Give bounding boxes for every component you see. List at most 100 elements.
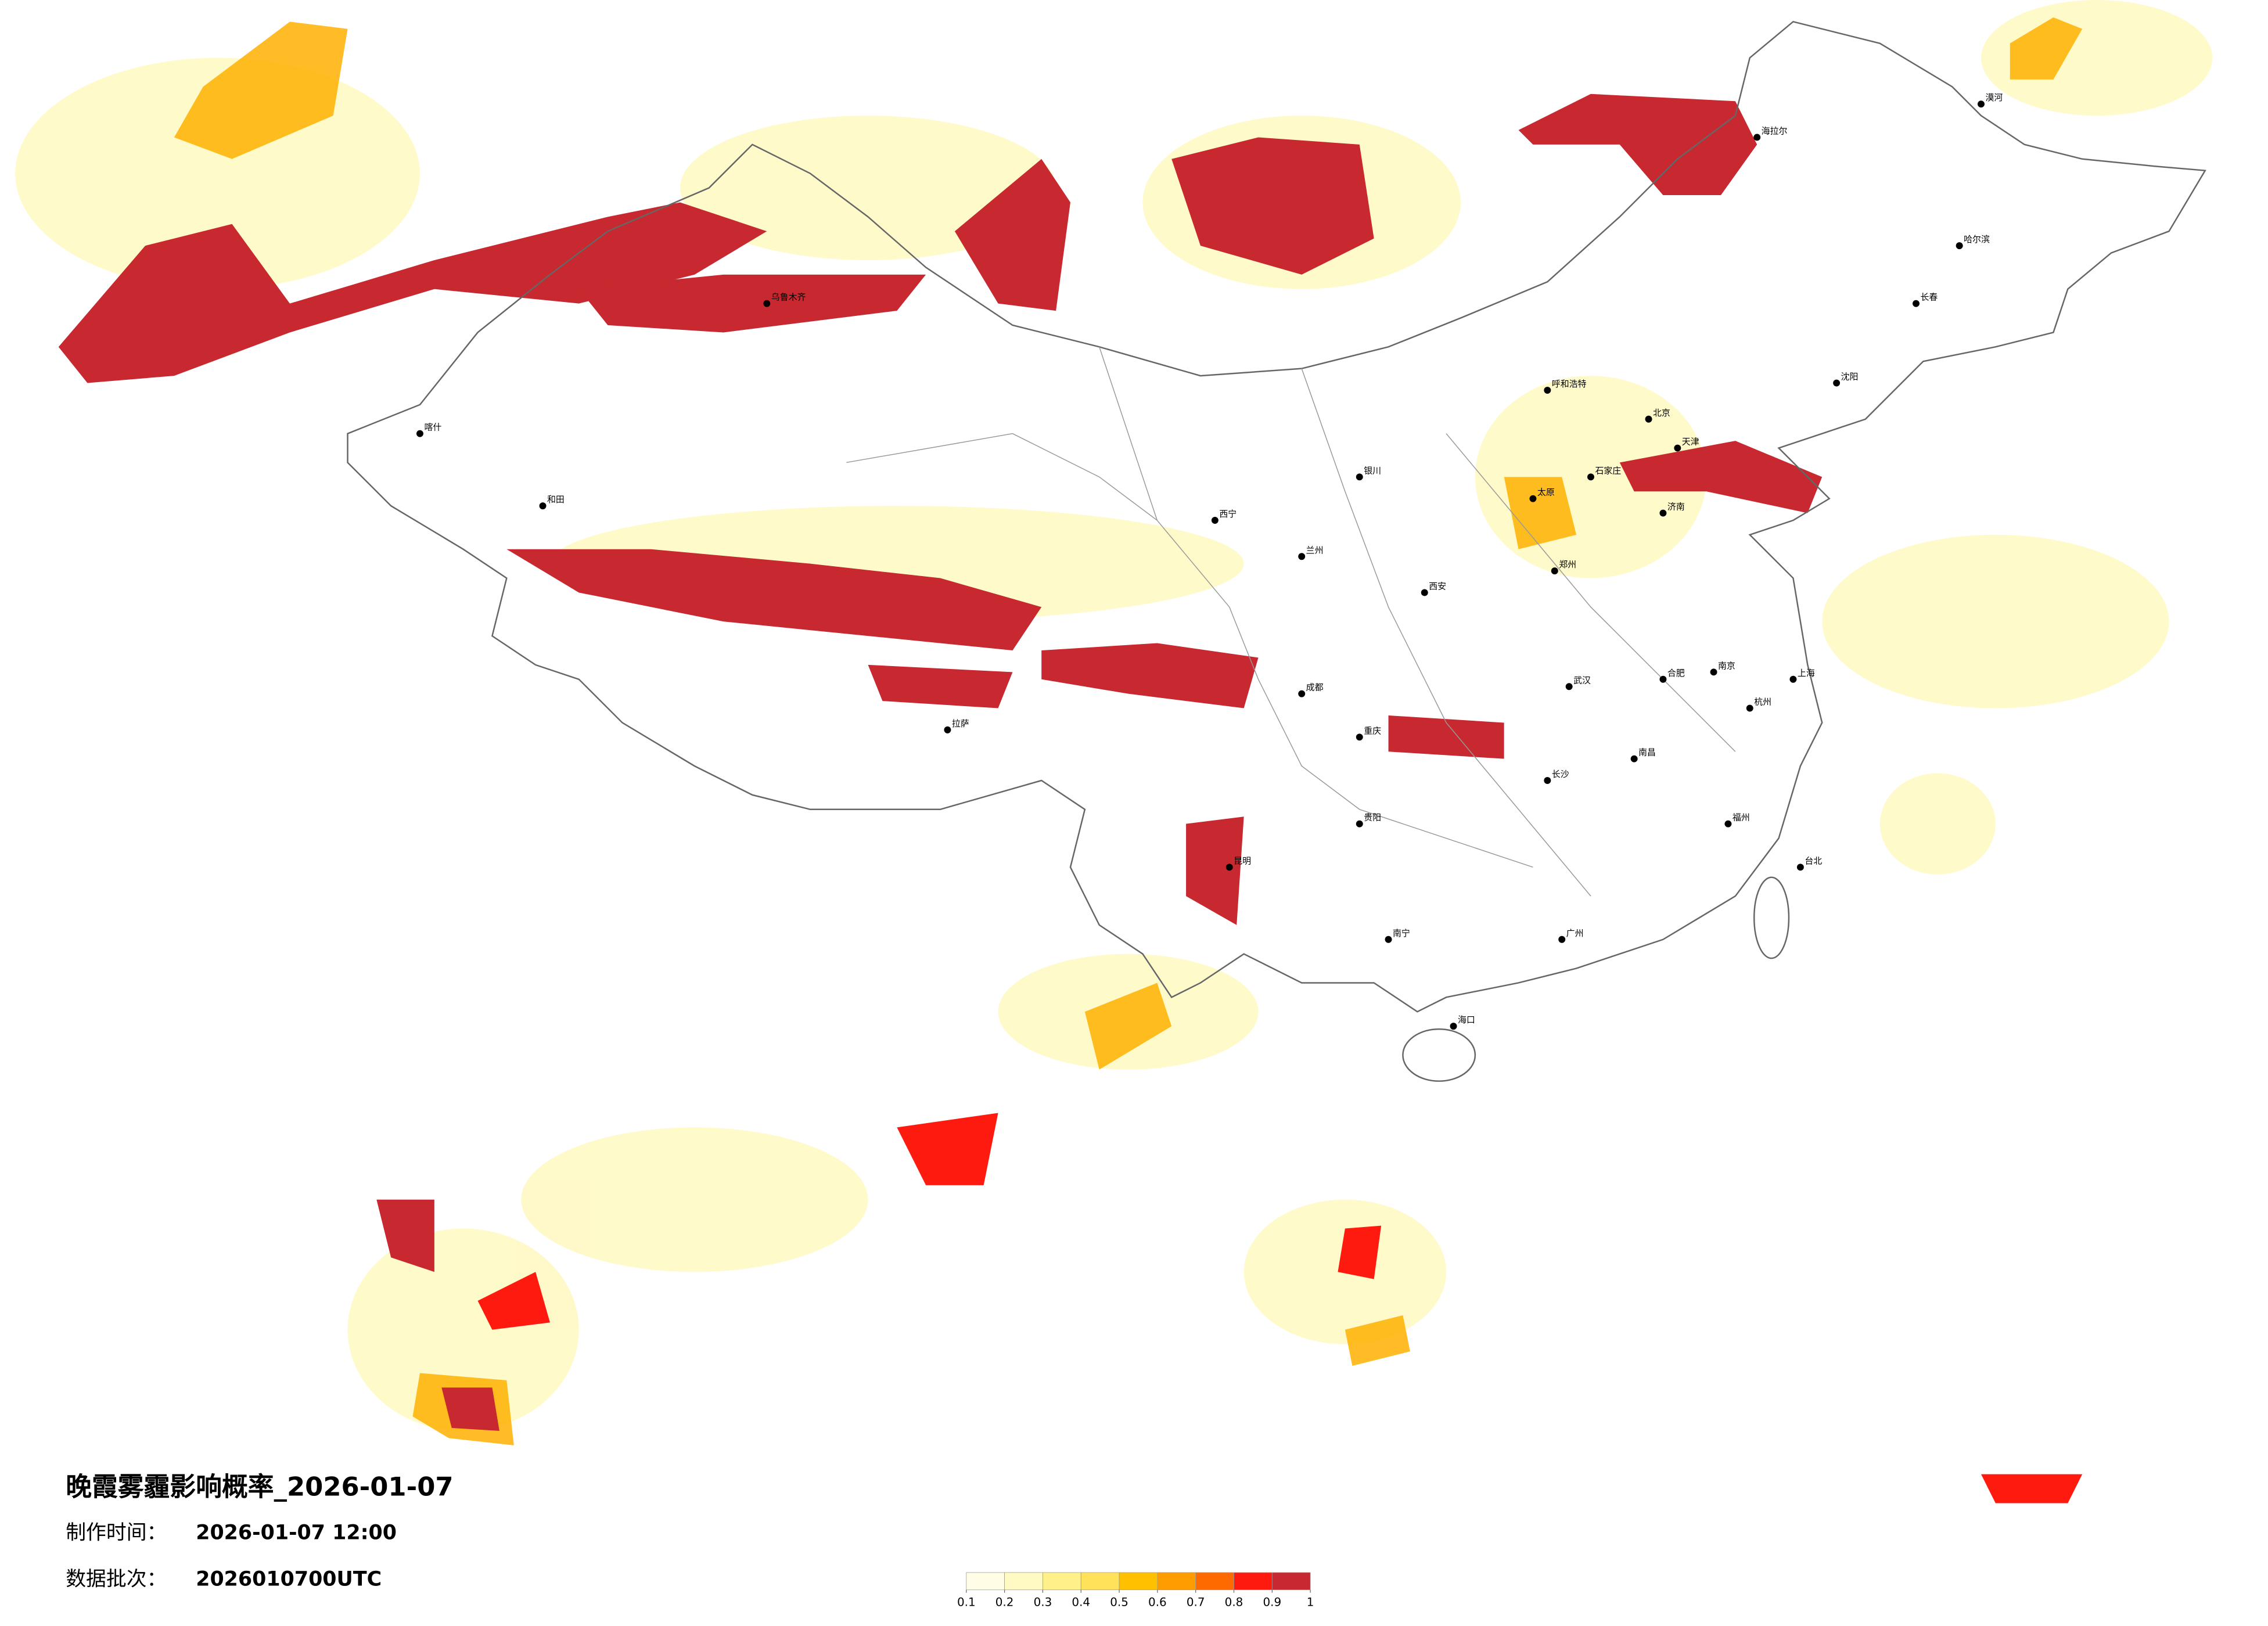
city-dot [1796, 864, 1804, 871]
batch-label: 数据批次： [66, 1567, 167, 1591]
city-dot [1225, 864, 1233, 871]
colorbar-tick-label: 0.8 [1225, 1596, 1243, 1609]
city-label: 北京 [1653, 408, 1670, 418]
colorbar-tick-label: 0.7 [1187, 1596, 1205, 1609]
city-dot [1978, 100, 1985, 108]
city-label: 太原 [1537, 487, 1555, 498]
city-label: 合肥 [1667, 668, 1685, 678]
city-label: 昆明 [1234, 855, 1251, 866]
colorbar-cell [1157, 1572, 1196, 1591]
city-dot [1753, 134, 1761, 141]
city-label: 南昌 [1638, 747, 1656, 758]
colorbar-cell [1080, 1572, 1120, 1591]
city-dot [1544, 387, 1551, 394]
colorbar-cell [1271, 1572, 1311, 1591]
made-time-label: 制作时间： [66, 1521, 167, 1545]
city-dot [539, 502, 547, 510]
city-dot [1956, 242, 1963, 250]
colorbar-tick-label: 0.3 [1034, 1596, 1052, 1609]
city-dot [763, 300, 771, 307]
city-label: 哈尔滨 [1964, 234, 1990, 244]
city-label: 西安 [1429, 581, 1446, 591]
city-dot [1587, 473, 1594, 481]
city-dot [1356, 733, 1363, 741]
city-label: 和田 [547, 494, 565, 505]
haze-light [15, 0, 2213, 1431]
colorbar-tick-label: 0.2 [995, 1596, 1014, 1609]
colorbar-tick-label: 0.4 [1072, 1596, 1090, 1609]
city-label: 漠河 [1985, 92, 2003, 103]
batch-value: 2026010700UTC [196, 1567, 382, 1591]
city-label: 兰州 [1306, 545, 1324, 555]
city-dot [1298, 690, 1306, 697]
city-label: 杭州 [1754, 697, 1771, 707]
city-dot [1211, 517, 1219, 524]
city-label: 台北 [1805, 855, 1822, 866]
city-dot [1674, 444, 1681, 452]
colorbar-cell [1119, 1572, 1158, 1591]
hainan-border [1402, 1028, 1476, 1082]
city-dot [1789, 675, 1797, 683]
made-time-value: 2026-01-07 12:00 [196, 1521, 397, 1545]
city-dot [1659, 675, 1667, 683]
city-label: 石家庄 [1595, 465, 1621, 476]
colorbar-tick-label: 0.6 [1148, 1596, 1167, 1609]
city-dot [1630, 755, 1638, 762]
city-label: 郑州 [1559, 559, 1576, 570]
country-border [347, 20, 2206, 1013]
city-label: 乌鲁木齐 [771, 292, 806, 303]
haze-red [477, 1113, 2083, 1503]
city-label: 天津 [1682, 437, 1699, 447]
city-label: 喀什 [424, 422, 441, 433]
city-label: 福州 [1733, 812, 1750, 823]
colorbar-tick-label: 1 [1307, 1596, 1314, 1609]
city-label: 拉萨 [952, 718, 969, 729]
city-label: 长沙 [1552, 769, 1569, 779]
city-label: 广州 [1566, 928, 1584, 938]
city-dot [1645, 415, 1652, 423]
city-label: 海口 [1458, 1015, 1475, 1025]
city-dot [1356, 820, 1363, 828]
colorbar-cell [1195, 1572, 1234, 1591]
city-label: 重庆 [1364, 725, 1381, 736]
province-borders [846, 347, 1736, 897]
city-dot [1450, 1023, 1457, 1030]
taiwan-border [1753, 876, 1790, 959]
city-label: 西宁 [1219, 509, 1237, 519]
city-label: 海拉尔 [1762, 125, 1788, 136]
city-label: 银川 [1364, 465, 1381, 476]
colorbar-tick-label: 0.9 [1263, 1596, 1281, 1609]
city-label: 沈阳 [1841, 372, 1859, 382]
city-label: 上海 [1798, 668, 1815, 678]
city-dot [1356, 473, 1363, 481]
city-dot [944, 726, 951, 733]
city-label: 成都 [1306, 682, 1324, 693]
colorbar-cell [1234, 1572, 1273, 1591]
city-dot [1529, 495, 1537, 502]
city-label: 南京 [1718, 660, 1735, 671]
city-dot [416, 430, 423, 437]
colorbar: 0.1 0.2 0.3 0.4 0.5 0.6 0.7 0.8 0.9 1 [957, 1572, 1314, 1609]
colorbar-cell [1004, 1572, 1043, 1591]
colorbar-tick-label: 0.1 [957, 1596, 976, 1609]
city-label: 济南 [1667, 502, 1685, 512]
city-label: 呼和浩特 [1552, 379, 1587, 389]
haze-dark [58, 93, 1823, 1431]
city-dot [1385, 936, 1392, 943]
colorbar-cell [1043, 1572, 1081, 1591]
city-dot [1421, 589, 1428, 596]
city-dot [1724, 820, 1732, 828]
city-label: 南宁 [1393, 928, 1410, 938]
city-dot [1544, 777, 1551, 784]
city-label: 贵阳 [1364, 812, 1381, 823]
city-dot [1710, 668, 1717, 676]
city-dot [1833, 379, 1841, 387]
colorbar-tick-label: 0.5 [1110, 1596, 1128, 1609]
city-label: 长春 [1920, 292, 1938, 303]
city-label: 武汉 [1573, 675, 1591, 685]
city-dot [1551, 567, 1558, 575]
city-dot [1298, 553, 1306, 560]
haze-orange [174, 17, 2083, 1445]
